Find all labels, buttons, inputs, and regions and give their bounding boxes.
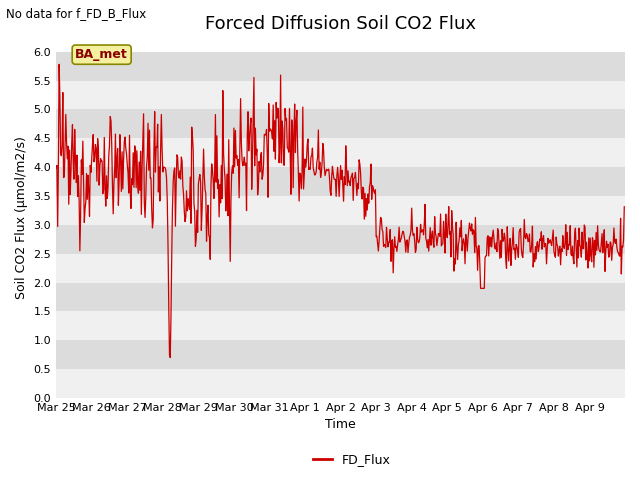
Bar: [56, 81, 625, 109]
Title: Forced Diffusion Soil CO2 Flux: Forced Diffusion Soil CO2 Flux: [205, 15, 476, 33]
Bar: [56, 109, 625, 138]
Bar: [56, 369, 625, 398]
Bar: [56, 138, 625, 167]
Text: BA_met: BA_met: [76, 48, 128, 61]
X-axis label: Time: Time: [325, 419, 356, 432]
Bar: [56, 283, 625, 312]
Bar: [56, 196, 625, 225]
Bar: [56, 167, 625, 196]
Legend: FD_Flux: FD_Flux: [308, 448, 396, 471]
Y-axis label: Soil CO2 Flux (μmol/m2/s): Soil CO2 Flux (μmol/m2/s): [15, 136, 28, 299]
Bar: [56, 254, 625, 283]
Bar: [56, 52, 625, 81]
Bar: [56, 312, 625, 340]
Bar: [56, 225, 625, 254]
Bar: [56, 340, 625, 369]
Text: No data for f_FD_B_Flux: No data for f_FD_B_Flux: [6, 7, 147, 20]
